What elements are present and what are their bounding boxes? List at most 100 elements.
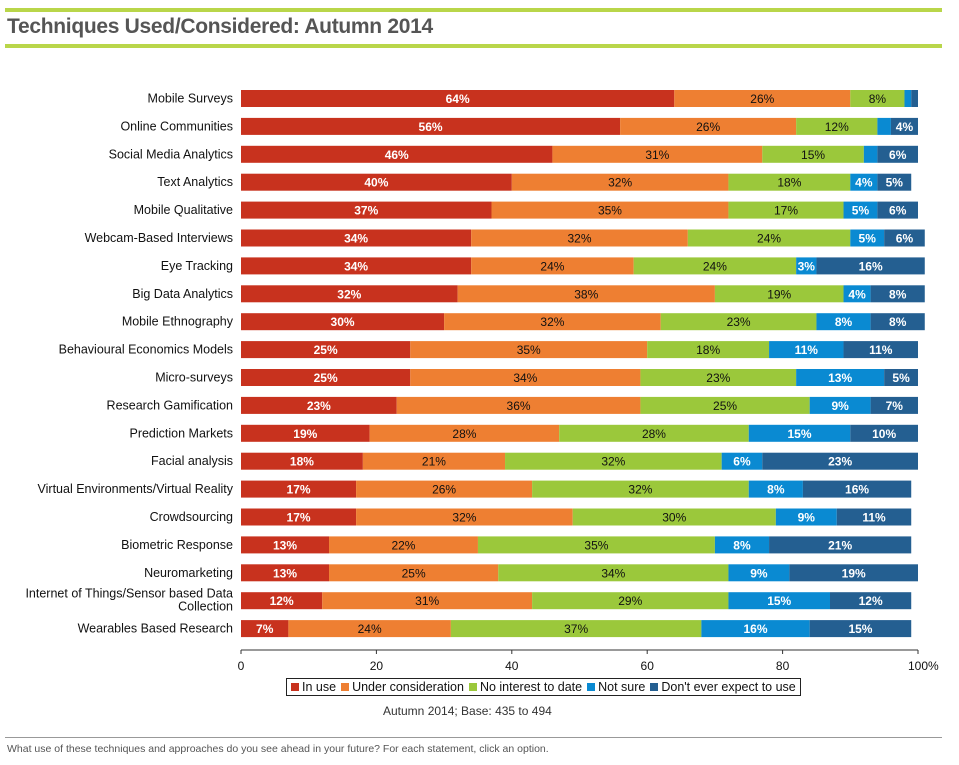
data-label: 5% xyxy=(892,371,910,385)
bar-segment xyxy=(241,452,363,470)
bar-segment xyxy=(491,201,729,219)
bar-row: Micro-surveys 25% 34% 23% 13% 5% xyxy=(155,369,918,386)
data-label: 18% xyxy=(696,343,720,357)
bar-segment xyxy=(796,369,885,386)
bar-segment xyxy=(870,313,925,331)
bar-row: Behavioural Economics Models 25% 35% 18% 11%… xyxy=(59,341,918,359)
bar-segment xyxy=(572,508,776,526)
data-label: 30% xyxy=(662,511,686,525)
bar-segment xyxy=(396,396,641,414)
category-label: Behavioural Economics Models xyxy=(59,343,233,357)
bar-segment xyxy=(356,480,533,498)
bar-row: Wearables Based Research 7% 24% 37% 16% 15% xyxy=(78,620,912,638)
bar-segment xyxy=(904,90,912,107)
data-label: 18% xyxy=(290,455,314,469)
data-label: 34% xyxy=(344,232,368,246)
bar-segment xyxy=(850,173,878,191)
data-label: 6% xyxy=(896,232,914,246)
data-label: 8% xyxy=(835,315,853,329)
bar-segment xyxy=(769,536,912,554)
data-label: 25% xyxy=(314,343,338,357)
bar-segment xyxy=(241,369,411,386)
bar-segment xyxy=(241,229,472,247)
bar-segment xyxy=(674,90,851,107)
legend-label: Not sure xyxy=(598,680,646,694)
bar-segment xyxy=(552,145,763,163)
data-label: 17% xyxy=(287,483,311,497)
category-label: Research Gamification xyxy=(107,398,233,412)
bar-segment xyxy=(647,341,770,359)
bar-segment xyxy=(288,620,451,638)
data-label: 21% xyxy=(828,538,852,552)
bar-segment xyxy=(241,424,370,442)
bar-row: Mobile Qualitative 37% 35% 17% 5% 6% xyxy=(134,201,918,219)
data-label: 23% xyxy=(307,399,331,413)
bar-row: Webcam-Based Interviews 34% 32% 24% 5% 6% xyxy=(85,229,925,247)
data-label: 15% xyxy=(801,148,825,162)
data-label: 35% xyxy=(584,538,608,552)
data-label: 28% xyxy=(642,427,666,441)
data-label: 4% xyxy=(855,176,873,190)
bar-row: Biometric Response 13% 22% 35% 8% 21% xyxy=(121,536,912,554)
data-label: 21% xyxy=(422,455,446,469)
bar-row: Virtual Environments/Virtual Reality 17% 2… xyxy=(38,480,912,498)
bar-segment xyxy=(748,424,851,442)
data-label: 37% xyxy=(354,204,378,218)
bar-segment xyxy=(356,508,573,526)
bar-segment xyxy=(241,341,411,359)
category-label: Eye Tracking xyxy=(161,259,233,273)
bar-segment xyxy=(728,564,790,582)
data-label: 5% xyxy=(886,176,904,190)
legend-swatch xyxy=(468,683,477,691)
data-label: 19% xyxy=(293,427,317,441)
bar-segment xyxy=(505,452,722,470)
bar-row: Research Gamification 23% 36% 25% 9% 7% xyxy=(107,396,918,414)
legend-label: In use xyxy=(302,680,337,694)
data-label: 25% xyxy=(314,371,338,385)
data-label: 4% xyxy=(848,287,866,301)
bar-segment xyxy=(559,424,749,442)
data-label: 46% xyxy=(385,148,409,162)
data-label: 6% xyxy=(889,204,907,218)
category-label: Text Analytics xyxy=(157,175,233,189)
bar-segment xyxy=(816,313,871,331)
bar-segment xyxy=(241,285,458,303)
bar-row: Social Media Analytics 46% 31% 15% 6% xyxy=(109,145,918,163)
data-label: 32% xyxy=(567,232,591,246)
bar-segment xyxy=(775,508,837,526)
x-axis: 0 20 40 60 80 100% xyxy=(238,649,939,673)
data-label: 13% xyxy=(828,371,852,385)
data-label: 34% xyxy=(513,371,537,385)
bar-segment xyxy=(241,620,289,638)
data-label: 5% xyxy=(852,204,870,218)
bar-segment xyxy=(660,313,817,331)
data-label: 17% xyxy=(774,204,798,218)
bar-segment xyxy=(850,90,905,107)
bar-segment xyxy=(369,424,560,442)
data-label: 34% xyxy=(344,259,368,273)
footer-divider xyxy=(5,737,942,738)
data-label: 18% xyxy=(777,176,801,190)
bar-segment xyxy=(877,117,891,135)
category-label: Big Data Analytics xyxy=(132,287,233,301)
data-label: 36% xyxy=(507,399,531,413)
category-label: Social Media Analytics xyxy=(109,147,233,161)
bar-segment xyxy=(633,257,797,275)
bar-segment xyxy=(843,341,918,359)
data-label: 13% xyxy=(273,538,297,552)
bar-segment xyxy=(511,173,729,191)
legend-item: Don't ever expect to use xyxy=(650,680,796,694)
bar-segment xyxy=(728,201,844,219)
legend-label: Don't ever expect to use xyxy=(661,680,796,694)
category-label: Virtual Environments/Virtual Reality xyxy=(38,482,234,496)
bar-segment xyxy=(471,257,634,275)
x-tick-label: 100% xyxy=(908,659,939,673)
data-label: 25% xyxy=(402,566,426,580)
data-label: 19% xyxy=(842,566,866,580)
category-label: Online Communities xyxy=(120,119,233,133)
data-label: 7% xyxy=(256,622,274,636)
data-label: 19% xyxy=(767,287,791,301)
bar-segment xyxy=(714,285,844,303)
category-label: Mobile Ethnography xyxy=(122,315,234,329)
bar-segment xyxy=(829,592,912,610)
